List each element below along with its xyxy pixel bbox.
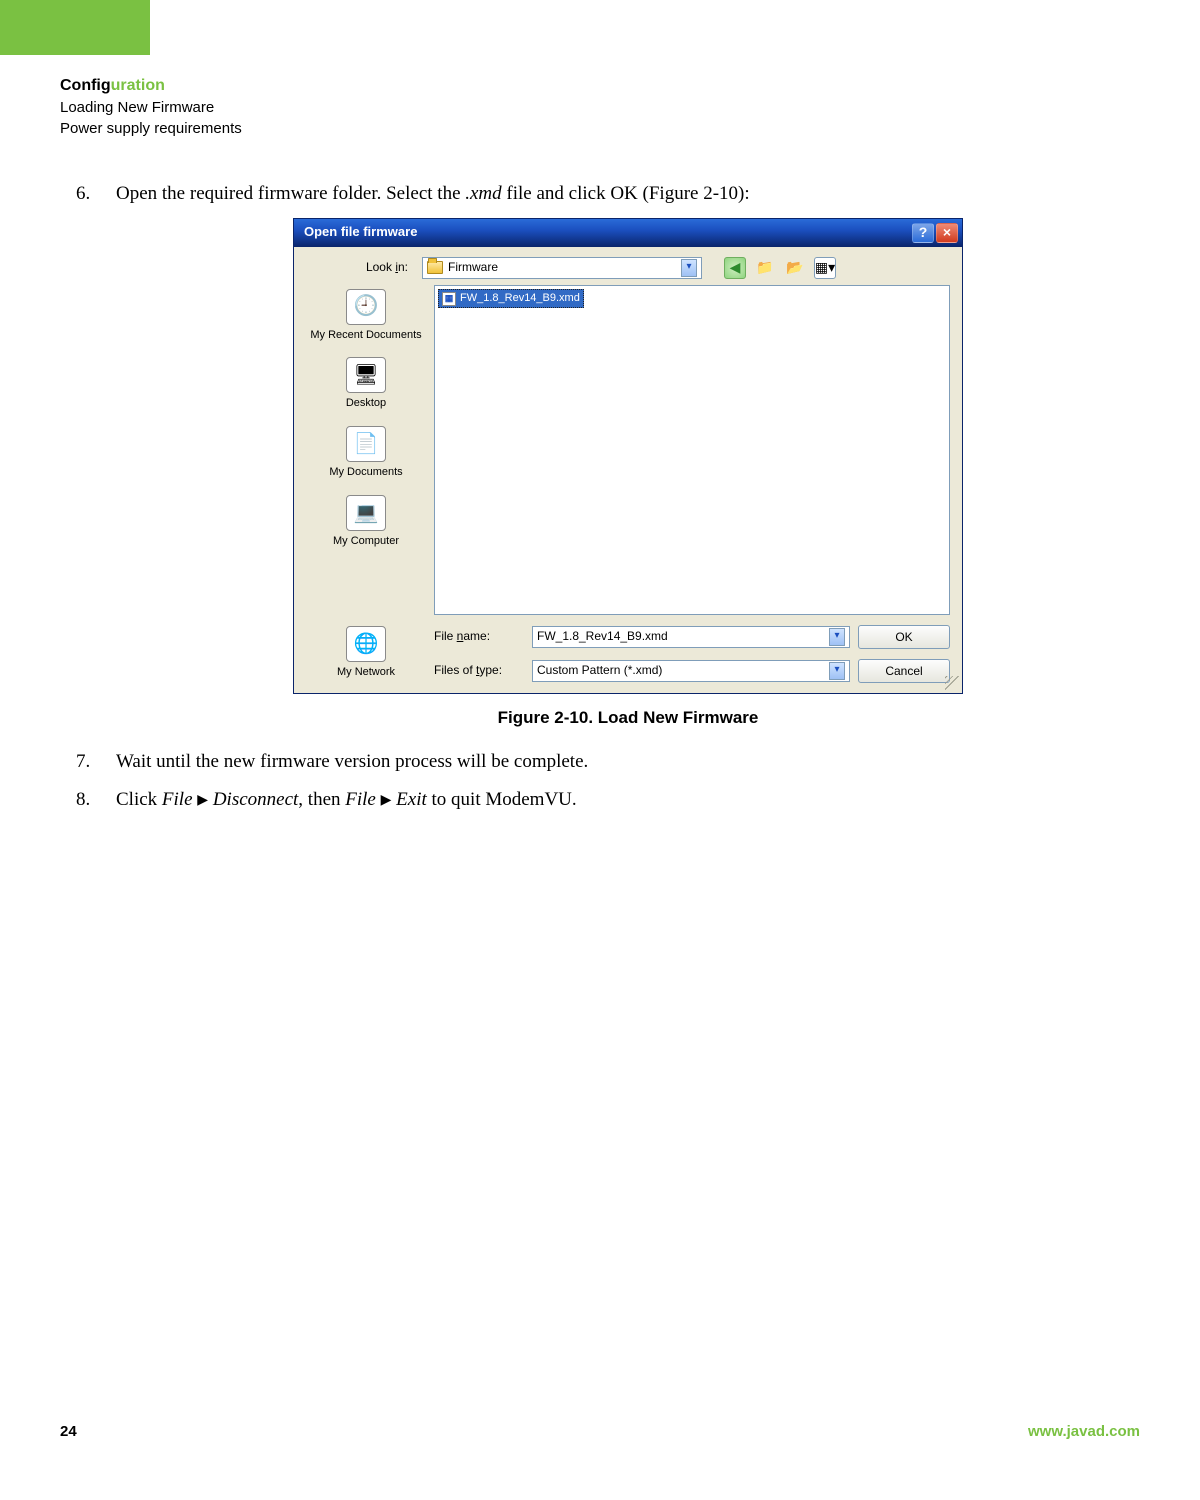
page-footer: 24 www.javad.com <box>60 1423 1140 1440</box>
filename-value: FW_1.8_Rev14_B9.xmd <box>537 628 668 645</box>
header-title-part1: Config <box>60 77 111 94</box>
page-content: 6. Open the required firmware folder. Se… <box>60 180 1140 823</box>
triangle-icon: ▶ <box>197 791 208 807</box>
place-label: My Network <box>306 665 426 681</box>
file-item-selected[interactable]: ▦ FW_1.8_Rev14_B9.xmd <box>438 289 584 309</box>
open-file-dialog: Open file firmware ? × Look in: Firmware… <box>293 218 963 694</box>
resize-grip[interactable] <box>945 676 959 690</box>
filetype-label-pre: Files of <box>434 663 476 677</box>
step-6: 6. Open the required firmware folder. Se… <box>116 180 1140 730</box>
up-one-level-icon[interactable]: 📁 <box>754 257 776 279</box>
place-mynetwork[interactable]: 🌐 My Network <box>306 626 426 681</box>
header-title-part2: uration <box>111 77 165 94</box>
menu-path-2b: Exit <box>396 789 427 810</box>
step-number: 8. <box>76 786 90 814</box>
step-number: 7. <box>76 748 90 776</box>
dialog-title: Open file firmware <box>304 223 417 242</box>
file-item-label: FW_1.8_Rev14_B9.xmd <box>460 291 580 307</box>
menu-path-2a: File <box>345 789 376 810</box>
footer-url: www.javad.com <box>1028 1423 1140 1440</box>
help-button[interactable]: ? <box>912 223 934 243</box>
step-7: 7. Wait until the new firmware version p… <box>116 748 1140 776</box>
place-mycomputer[interactable]: 💻 My Computer <box>306 495 426 550</box>
dialog-toolbar: ◀ 📁 📂 ▦▾ <box>724 257 836 279</box>
ok-button[interactable]: OK <box>858 625 950 649</box>
header-title: Configuration <box>60 75 242 97</box>
place-label: My Recent Documents <box>306 328 426 344</box>
lookin-row: Look in: Firmware ▾ ◀ 📁 📂 ▦▾ <box>294 247 962 285</box>
step-text-pre: Open the required firmware folder. Selec… <box>116 183 465 204</box>
header-line2: Loading New Firmware <box>60 97 242 118</box>
filetype-label-post: ype: <box>479 663 502 677</box>
recent-documents-icon: 🕘 <box>346 289 386 325</box>
place-label: My Documents <box>306 465 426 481</box>
views-menu-icon[interactable]: ▦▾ <box>814 257 836 279</box>
menu-path-1b: Disconnect <box>213 789 298 810</box>
triangle-icon: ▶ <box>381 791 392 807</box>
new-folder-icon[interactable]: 📂 <box>784 257 806 279</box>
back-icon[interactable]: ◀ <box>724 257 746 279</box>
cancel-button[interactable]: Cancel <box>858 659 950 683</box>
filetype-combo[interactable]: Custom Pattern (*.xmd) ▾ <box>532 660 850 682</box>
place-desktop[interactable]: 🖥 Desktop <box>306 357 426 412</box>
menu-path-1a: File <box>162 789 193 810</box>
step-8: 8. Click File ▶ Disconnect, then File ▶ … <box>116 786 1140 814</box>
step-text-post: file and click OK (Figure 2-10): <box>502 183 750 204</box>
step-number: 6. <box>76 180 90 208</box>
place-label: My Computer <box>306 534 426 550</box>
place-recent[interactable]: 🕘 My Recent Documents <box>306 289 426 344</box>
file-list[interactable]: ▦ FW_1.8_Rev14_B9.xmd <box>434 285 950 615</box>
filename-label-pre: File <box>434 629 457 643</box>
page-accent-strip <box>0 0 150 55</box>
header-line3: Power supply requirements <box>60 118 242 139</box>
chevron-down-icon[interactable]: ▾ <box>681 259 697 277</box>
close-button[interactable]: × <box>936 223 958 243</box>
step-text-ital: .xmd <box>465 183 501 204</box>
dialog-main: 🕘 My Recent Documents 🖥 Desktop 📄 My Doc… <box>294 285 962 615</box>
step-text-mid: , then <box>298 789 345 810</box>
my-computer-icon: 💻 <box>346 495 386 531</box>
lookin-label-post: n: <box>398 260 408 274</box>
figure-caption: Figure 2-10. Load New Firmware <box>116 706 1140 731</box>
dialog-titlebar[interactable]: Open file firmware ? × <box>294 219 962 247</box>
step-text-pre: Click <box>116 789 162 810</box>
steps-list: 6. Open the required firmware folder. Se… <box>60 180 1140 813</box>
place-mydocuments[interactable]: 📄 My Documents <box>306 426 426 481</box>
step-text-post: to quit ModemVU. <box>427 789 577 810</box>
lookin-label-pre: Look <box>366 260 395 274</box>
filetype-value: Custom Pattern (*.xmd) <box>537 662 662 679</box>
step-text: Wait until the new firmware version proc… <box>116 751 588 772</box>
xmd-file-icon: ▦ <box>442 292 456 306</box>
lookin-value: Firmware <box>448 259 498 276</box>
page-header: Configuration Loading New Firmware Power… <box>60 75 242 139</box>
place-label: Desktop <box>306 396 426 412</box>
dialog-bottom: 🌐 My Network File name: FW_1.8_Rev14_B9.… <box>294 615 962 687</box>
folder-icon <box>427 261 443 274</box>
my-documents-icon: 📄 <box>346 426 386 462</box>
filename-combo[interactable]: FW_1.8_Rev14_B9.xmd ▾ <box>532 626 850 648</box>
lookin-label: Look in: <box>306 259 414 276</box>
page-number: 24 <box>60 1423 77 1440</box>
chevron-down-icon[interactable]: ▾ <box>829 662 845 680</box>
desktop-icon: 🖥 <box>346 357 386 393</box>
filename-label: File name: <box>434 628 524 645</box>
my-network-icon: 🌐 <box>346 626 386 662</box>
lookin-dropdown[interactable]: Firmware ▾ <box>422 257 702 279</box>
places-bar: 🕘 My Recent Documents 🖥 Desktop 📄 My Doc… <box>306 285 426 615</box>
filename-label-post: ame: <box>463 629 490 643</box>
filetype-label: Files of type: <box>434 662 524 679</box>
chevron-down-icon[interactable]: ▾ <box>829 628 845 646</box>
screenshot-container: Open file firmware ? × Look in: Firmware… <box>293 218 963 694</box>
